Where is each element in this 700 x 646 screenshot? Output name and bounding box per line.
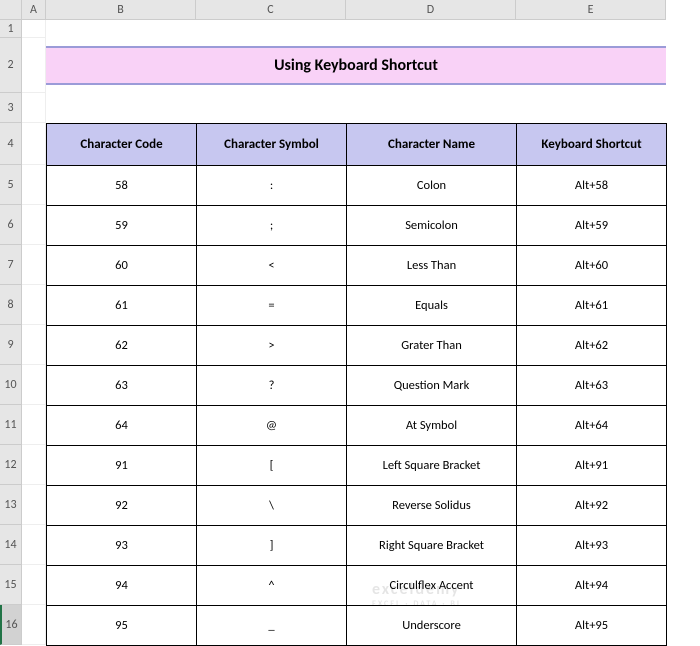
cell[interactable]: Semicolon [347, 206, 517, 246]
row-header-2[interactable]: 2 [0, 38, 22, 93]
row-header-8[interactable]: 8 [0, 285, 22, 325]
row-header-7[interactable]: 7 [0, 245, 22, 285]
table-body: 58:ColonAlt+5859;SemicolonAlt+5960<Less … [47, 166, 667, 646]
table-header-row: Character CodeCharacter SymbolCharacter … [47, 124, 667, 166]
col-header-C[interactable]: C [196, 0, 346, 20]
table-row: 63?Question MarkAlt+63 [47, 366, 667, 406]
cell[interactable]: _ [197, 606, 347, 646]
column-headers: ABCDE [22, 0, 666, 20]
character-table: Character CodeCharacter SymbolCharacter … [46, 123, 667, 646]
cell[interactable]: 95 [47, 606, 197, 646]
row-header-6[interactable]: 6 [0, 205, 22, 245]
cell[interactable]: ; [197, 206, 347, 246]
col-header-B[interactable]: B [46, 0, 196, 20]
cell[interactable]: < [197, 246, 347, 286]
cell[interactable]: Reverse Solidus [347, 486, 517, 526]
table-row: 95_UnderscoreAlt+95 [47, 606, 667, 646]
col-header-A[interactable]: A [22, 0, 46, 20]
row-header-3[interactable]: 3 [0, 93, 22, 123]
table-row: 92\Reverse SolidusAlt+92 [47, 486, 667, 526]
cell[interactable]: [ [197, 446, 347, 486]
cell[interactable]: Alt+94 [517, 566, 667, 606]
col-header-character-symbol[interactable]: Character Symbol [197, 124, 347, 166]
cell[interactable]: 92 [47, 486, 197, 526]
col-header-character-name[interactable]: Character Name [347, 124, 517, 166]
cell[interactable]: 63 [47, 366, 197, 406]
cell[interactable]: Alt+60 [517, 246, 667, 286]
cell[interactable]: Colon [347, 166, 517, 206]
cell[interactable]: Alt+63 [517, 366, 667, 406]
row-header-4[interactable]: 4 [0, 123, 22, 165]
row-header-9[interactable]: 9 [0, 325, 22, 365]
title-text: Using Keyboard Shortcut [274, 56, 438, 75]
cell[interactable]: : [197, 166, 347, 206]
table-row: 58:ColonAlt+58 [47, 166, 667, 206]
cell[interactable]: Question Mark [347, 366, 517, 406]
cell[interactable]: = [197, 286, 347, 326]
cell[interactable]: Alt+64 [517, 406, 667, 446]
cell[interactable]: Underscore [347, 606, 517, 646]
cell[interactable]: Alt+93 [517, 526, 667, 566]
row-header-15[interactable]: 15 [0, 565, 22, 605]
row-header-5[interactable]: 5 [0, 165, 22, 205]
watermark-line2: EXCEL · DATA · BI [372, 599, 461, 609]
row-header-16[interactable]: 16 [0, 605, 22, 645]
table-row: 93]Right Square BracketAlt+93 [47, 526, 667, 566]
col-header-keyboard-shortcut[interactable]: Keyboard Shortcut [517, 124, 667, 166]
cell[interactable]: Alt+61 [517, 286, 667, 326]
col-header-character-code[interactable]: Character Code [47, 124, 197, 166]
col-header-E[interactable]: E [516, 0, 666, 20]
row-header-14[interactable]: 14 [0, 525, 22, 565]
cell[interactable]: @ [197, 406, 347, 446]
table-row: 60<Less ThanAlt+60 [47, 246, 667, 286]
cell[interactable]: > [197, 326, 347, 366]
grid-area: Using Keyboard Shortcut Character CodeCh… [22, 20, 700, 628]
cell[interactable]: 64 [47, 406, 197, 446]
row-header-12[interactable]: 12 [0, 445, 22, 485]
cell[interactable]: Alt+58 [517, 166, 667, 206]
cell[interactable]: Grater Than [347, 326, 517, 366]
cell[interactable]: Left Square Bracket [347, 446, 517, 486]
watermark-line1: exceldemy [372, 580, 460, 599]
row-header-13[interactable]: 13 [0, 485, 22, 525]
cell[interactable]: 60 [47, 246, 197, 286]
select-all-corner[interactable] [0, 0, 22, 20]
row-header-1[interactable]: 1 [0, 20, 22, 38]
table-row: 61=EqualsAlt+61 [47, 286, 667, 326]
cell[interactable]: 58 [47, 166, 197, 206]
cell[interactable]: Alt+95 [517, 606, 667, 646]
row-headers: 12345678910111213141516 [0, 20, 22, 645]
cell[interactable]: 94 [47, 566, 197, 606]
cell[interactable]: ? [197, 366, 347, 406]
cell[interactable]: 62 [47, 326, 197, 366]
table-row: 59;SemicolonAlt+59 [47, 206, 667, 246]
cell[interactable]: ^ [197, 566, 347, 606]
cell[interactable]: Equals [347, 286, 517, 326]
col-header-D[interactable]: D [346, 0, 516, 20]
cell[interactable]: ] [197, 526, 347, 566]
row-header-11[interactable]: 11 [0, 405, 22, 445]
cell[interactable]: Alt+62 [517, 326, 667, 366]
watermark: exceldemy EXCEL · DATA · BI [372, 580, 461, 609]
cell[interactable]: Less Than [347, 246, 517, 286]
table-row: 64@At SymbolAlt+64 [47, 406, 667, 446]
row-header-10[interactable]: 10 [0, 365, 22, 405]
cell[interactable]: 61 [47, 286, 197, 326]
table-row: 94^Circulflex AccentAlt+94 [47, 566, 667, 606]
table-row: 91[Left Square BracketAlt+91 [47, 446, 667, 486]
cell[interactable]: At Symbol [347, 406, 517, 446]
cell[interactable]: Alt+92 [517, 486, 667, 526]
cell[interactable]: Alt+59 [517, 206, 667, 246]
cell[interactable]: Alt+91 [517, 446, 667, 486]
title-band: Using Keyboard Shortcut [46, 46, 666, 85]
cell[interactable]: 91 [47, 446, 197, 486]
table-row: 62>Grater ThanAlt+62 [47, 326, 667, 366]
cell[interactable]: 93 [47, 526, 197, 566]
cell[interactable]: Right Square Bracket [347, 526, 517, 566]
cell[interactable]: \ [197, 486, 347, 526]
cell[interactable]: 59 [47, 206, 197, 246]
